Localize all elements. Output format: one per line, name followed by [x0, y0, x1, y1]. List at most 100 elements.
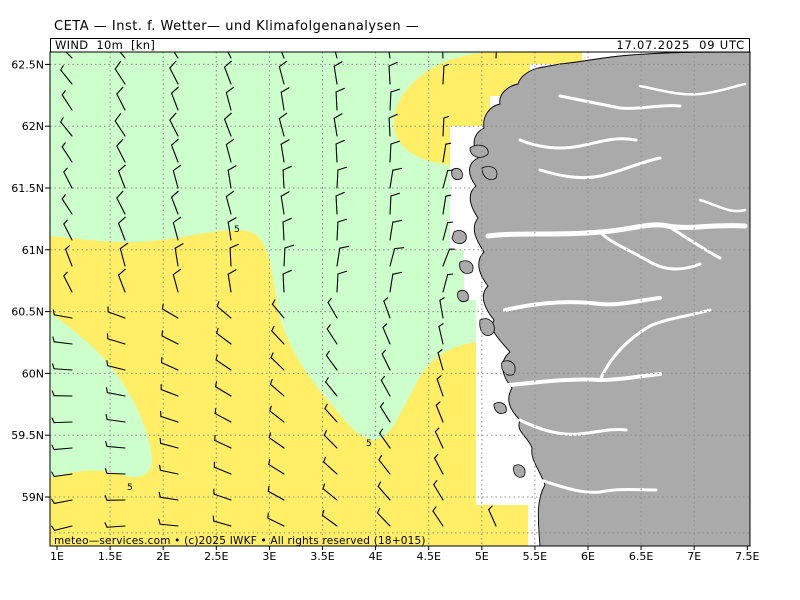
wind-barb: [325, 377, 338, 397]
wind-barb: [324, 403, 338, 423]
wind-barb: [104, 468, 126, 475]
wind-barb: [227, 269, 237, 293]
wind-barb: [269, 405, 285, 423]
wind-barb: [119, 52, 126, 59]
wind-barb: [278, 112, 288, 137]
wind-barb: [442, 273, 454, 293]
wind-barb: [442, 194, 452, 215]
wind-barb: [65, 52, 73, 59]
wind-barb: [325, 350, 338, 371]
wind-barb: [389, 271, 403, 293]
wind-barb: [389, 192, 401, 215]
wind-barb: [280, 139, 290, 163]
wind-barb: [107, 306, 126, 319]
contour-label: 5: [127, 483, 133, 493]
contour-labels: 5 5 5: [127, 225, 372, 493]
wind-barb: [116, 138, 126, 163]
lon-tick-label: 6.5E: [629, 550, 653, 563]
latitude-labels: 62.5N 62N 61.5N 61N 60.5N 60N 59.5N 59N: [11, 58, 44, 504]
axis-ticks: [45, 63, 748, 550]
wind-barb: [172, 164, 182, 189]
wind-barb: [119, 242, 129, 267]
lon-tick-label: 5E: [475, 550, 489, 563]
wind-barb: [282, 217, 292, 241]
wind-barb: [280, 87, 290, 111]
wind-barb: [281, 52, 285, 59]
wind-barb: [106, 333, 126, 345]
wind-barb: [64, 245, 73, 267]
wind-barb: [280, 191, 290, 215]
lat-tick-label: 62.5N: [11, 58, 44, 71]
wind-barb: [169, 112, 179, 137]
wind-barb: [104, 522, 126, 528]
wind-barb: [51, 417, 73, 424]
wind-barb: [114, 61, 126, 85]
wind-barb: [225, 138, 235, 163]
wind-area-above-5kn-southwest: [50, 229, 528, 546]
wind-barb: [438, 323, 444, 345]
wind-barb: [117, 164, 126, 189]
wind-barb: [52, 363, 73, 371]
wind-barb: [383, 297, 391, 319]
wind-barb: [51, 390, 73, 397]
wind-barb: [227, 52, 232, 59]
wind-barb: [169, 60, 179, 85]
wind-barb: [326, 324, 338, 345]
lon-tick-label: 7.5E: [735, 550, 759, 563]
wind-barb: [442, 248, 456, 267]
wind-barb: [327, 297, 338, 319]
wind-barb: [216, 327, 232, 345]
wind-barb: [212, 515, 232, 527]
wind-barb: [60, 117, 73, 137]
wind-barb: [488, 505, 497, 527]
wind-barb: [223, 112, 232, 137]
wind-barb: [170, 190, 179, 215]
lon-tick-label: 4.5E: [416, 550, 440, 563]
wind-barb: [439, 297, 445, 319]
wind-barb: [63, 219, 73, 241]
wind-barb: [336, 166, 348, 189]
wind-barb: [442, 221, 454, 241]
lat-tick-label: 60.5N: [11, 306, 44, 319]
wind-barb: [161, 330, 179, 345]
wind-barb: [442, 63, 450, 85]
wind-barb: [227, 165, 237, 189]
wind-barb: [114, 113, 126, 137]
wind-barb: [336, 270, 348, 293]
wind-barb: [170, 86, 179, 111]
wind-barb: [435, 401, 444, 423]
wind-barb: [161, 357, 179, 371]
wind-barb: [333, 61, 343, 85]
plot-frame: [49, 51, 751, 547]
wind-barb: [268, 459, 285, 475]
lon-tick-label: 6E: [581, 550, 595, 563]
wind-barb: [161, 303, 179, 319]
wind-barb: [63, 167, 73, 189]
lon-tick-label: 4E: [369, 550, 383, 563]
copyright-text: meteo—services.com • (c)2025 IWKF • All …: [54, 535, 426, 547]
wind-barb: [436, 375, 444, 397]
wind-barb: [160, 410, 179, 423]
lat-tick-label: 59.5N: [11, 429, 44, 442]
islands: [451, 144, 526, 478]
wind-barb: [376, 507, 391, 527]
wind-barb: [380, 375, 391, 397]
wind-barb: [322, 483, 338, 501]
longitude-labels: 1E 1.5E 2E 2.5E 3E 3.5E 4E 4.5E 5E 5.5E 6E 6.5E 7E 7.…: [50, 550, 760, 563]
info-bar: WIND 10m [kn] 17.07.2025 09 UTC: [50, 38, 750, 52]
wind-barb: [437, 349, 444, 371]
wind-barb: [51, 498, 73, 504]
wind-barb: [61, 90, 73, 111]
wind-barb: [223, 60, 232, 85]
wind-barb: [495, 52, 497, 59]
wind-barb: [321, 510, 338, 527]
lon-tick-label: 7E: [687, 550, 701, 563]
lon-tick-label: 5.5E: [523, 550, 547, 563]
wind-barb: [116, 86, 126, 111]
wind-barb: [158, 491, 179, 501]
wind-barb: [433, 453, 444, 475]
wind-barb: [442, 169, 454, 189]
lat-tick-label: 60N: [22, 367, 44, 380]
wind-barb: [442, 142, 452, 163]
wind-barb: [388, 113, 398, 137]
